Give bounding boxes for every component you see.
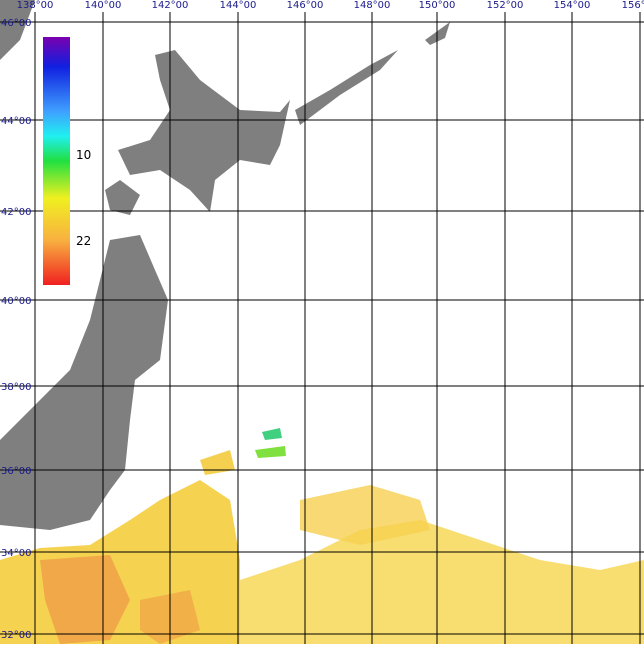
lon-label: 138°00 [17, 0, 54, 11]
sea-surface [0, 428, 644, 644]
colorbar-label: 10 [76, 148, 91, 162]
lat-label: 34°00 [1, 548, 31, 559]
lon-label: 144°00 [220, 0, 257, 11]
colorbar-scale [43, 37, 70, 285]
lon-label: 146°00 [287, 0, 324, 11]
lat-label: 38°00 [1, 382, 31, 393]
lat-label: 32°00 [1, 630, 31, 641]
lon-label: 152°00 [487, 0, 524, 11]
lon-label: 156°00 [622, 0, 644, 11]
lat-label: 36°00 [1, 466, 31, 477]
lon-label: 148°00 [354, 0, 391, 11]
lon-label: 154°00 [554, 0, 591, 11]
colorbar-label: 22 [76, 234, 91, 248]
lon-label: 140°00 [85, 0, 122, 11]
lat-label: 44°00 [1, 116, 31, 127]
lat-label: 40°00 [1, 296, 31, 307]
lon-label: 142°00 [152, 0, 189, 11]
graticule [0, 12, 644, 644]
lat-label: 42°00 [1, 207, 31, 218]
lon-label: 150°00 [419, 0, 456, 11]
lat-label: 46°00 [1, 18, 31, 29]
colorbar: 10 22 [43, 37, 91, 285]
